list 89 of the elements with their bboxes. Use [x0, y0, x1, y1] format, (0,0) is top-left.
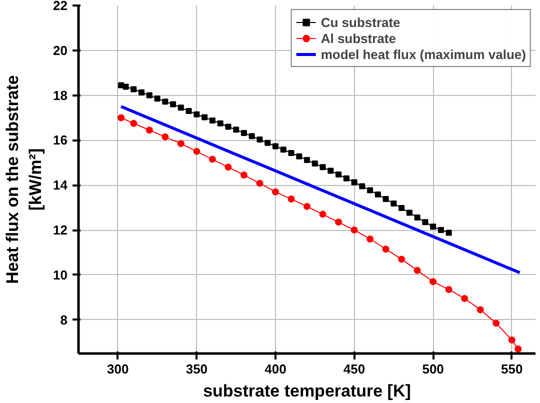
point	[224, 164, 232, 171]
point	[272, 143, 278, 150]
point	[367, 187, 374, 194]
point	[414, 214, 420, 220]
point	[422, 219, 428, 226]
point	[202, 114, 208, 120]
point	[351, 179, 358, 186]
point	[272, 188, 279, 196]
point	[146, 92, 152, 98]
point	[233, 126, 240, 133]
point	[154, 96, 160, 102]
point	[461, 295, 468, 302]
point	[280, 146, 286, 153]
y-tick-label: 20	[53, 42, 68, 58]
point	[304, 202, 310, 210]
point	[288, 196, 295, 203]
point	[256, 136, 263, 143]
point	[374, 192, 381, 198]
point	[390, 200, 397, 207]
y-axis-title: Heat flux on the substrate [kW/m²]	[3, 75, 46, 284]
point	[256, 180, 264, 187]
legend-label: model heat flux (maximum value)	[320, 46, 526, 62]
point	[217, 120, 224, 126]
point	[118, 82, 124, 88]
x-tick-label: 550	[501, 362, 523, 376]
point	[398, 256, 406, 263]
point	[382, 246, 390, 253]
point	[514, 346, 522, 353]
point	[162, 98, 168, 105]
point	[430, 224, 436, 230]
point	[194, 111, 200, 118]
point	[209, 117, 216, 124]
x-tick-label: 400	[264, 362, 286, 376]
point	[177, 140, 184, 148]
point	[296, 153, 302, 160]
point	[350, 226, 358, 234]
point	[208, 156, 216, 163]
point	[508, 336, 516, 344]
y-tick-label: 18	[53, 88, 68, 103]
x-tick-label: 500	[422, 362, 444, 376]
point	[264, 140, 271, 146]
point	[170, 101, 176, 108]
point	[312, 160, 318, 167]
point	[328, 168, 334, 174]
point	[320, 164, 326, 170]
y-tick-label: 8	[60, 312, 68, 328]
point	[382, 196, 389, 202]
point	[225, 124, 232, 130]
y-tick-label: 10	[53, 267, 68, 282]
x-tick-label: 300	[107, 362, 129, 376]
point	[406, 210, 412, 216]
point	[122, 84, 129, 90]
y-tick-label: 16	[53, 132, 68, 148]
point	[186, 108, 192, 114]
point	[343, 175, 350, 182]
point	[319, 210, 326, 218]
point	[178, 104, 184, 111]
point	[445, 286, 452, 294]
point	[492, 320, 500, 327]
point	[240, 130, 247, 136]
point	[430, 278, 437, 286]
point	[162, 133, 169, 140]
point	[146, 126, 153, 134]
point	[288, 150, 294, 156]
point	[359, 183, 366, 190]
point	[414, 266, 421, 274]
point	[193, 148, 200, 155]
point	[138, 89, 145, 96]
x-tick-label: 350	[186, 362, 208, 376]
y-tick-label: 22	[53, 0, 68, 13]
point	[398, 205, 405, 212]
point	[304, 156, 310, 163]
y-tick-label: 12	[53, 222, 68, 238]
point	[130, 86, 137, 92]
point	[336, 172, 342, 178]
y-tick-label: 14	[53, 178, 68, 193]
x-axis-title: substrate temperature [K]	[203, 382, 411, 400]
point	[446, 230, 452, 236]
point	[248, 133, 255, 140]
x-tick-label: 450	[343, 362, 366, 376]
point	[130, 120, 138, 127]
point	[438, 227, 444, 234]
legend-label: Al substrate	[320, 30, 396, 46]
point	[366, 236, 374, 242]
legend-label: Cu substrate	[320, 14, 400, 30]
point	[118, 114, 125, 122]
point	[335, 218, 342, 226]
point	[476, 306, 484, 314]
point	[240, 172, 248, 179]
